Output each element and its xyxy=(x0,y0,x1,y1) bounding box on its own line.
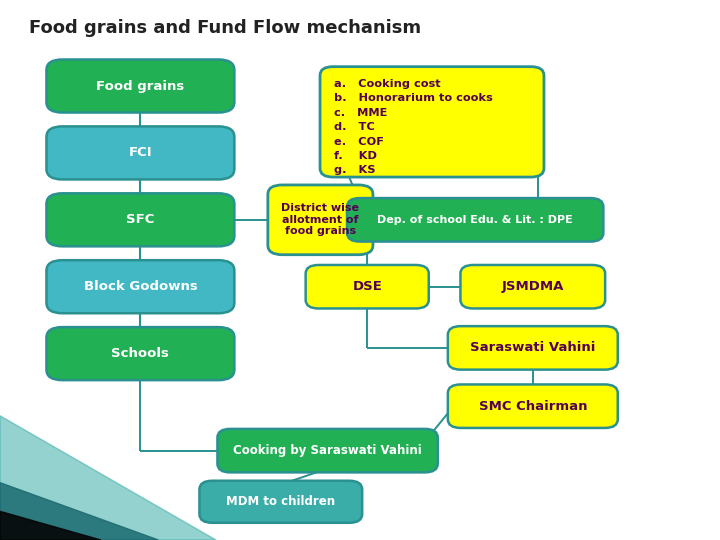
Text: District wise
allotment of
food grains: District wise allotment of food grains xyxy=(282,203,359,237)
FancyBboxPatch shape xyxy=(320,66,544,177)
Polygon shape xyxy=(0,511,101,540)
FancyBboxPatch shape xyxy=(46,327,235,380)
Polygon shape xyxy=(0,416,216,540)
Text: Dep. of school Edu. & Lit. : DPE: Dep. of school Edu. & Lit. : DPE xyxy=(377,215,573,225)
Text: Schools: Schools xyxy=(112,347,169,360)
Text: JSMDMA: JSMDMA xyxy=(502,280,564,293)
FancyBboxPatch shape xyxy=(46,126,235,179)
Text: Food grains: Food grains xyxy=(96,79,184,92)
FancyBboxPatch shape xyxy=(268,185,373,255)
FancyBboxPatch shape xyxy=(46,193,235,246)
Text: DSE: DSE xyxy=(352,280,382,293)
Text: Block Godowns: Block Godowns xyxy=(84,280,197,293)
Text: MDM to children: MDM to children xyxy=(226,495,336,508)
FancyBboxPatch shape xyxy=(199,481,362,523)
Text: Cooking by Saraswati Vahini: Cooking by Saraswati Vahini xyxy=(233,444,422,457)
FancyBboxPatch shape xyxy=(217,429,438,472)
Text: SFC: SFC xyxy=(126,213,155,226)
Text: FCI: FCI xyxy=(129,146,152,159)
Text: SMC Chairman: SMC Chairman xyxy=(479,400,587,413)
Polygon shape xyxy=(0,483,158,540)
Text: Food grains and Fund Flow mechanism: Food grains and Fund Flow mechanism xyxy=(29,19,421,37)
FancyBboxPatch shape xyxy=(347,198,603,241)
FancyBboxPatch shape xyxy=(46,59,235,112)
FancyBboxPatch shape xyxy=(305,265,428,308)
Text: Saraswati Vahini: Saraswati Vahini xyxy=(470,341,595,354)
FancyBboxPatch shape xyxy=(461,265,605,308)
Text: a.   Cooking cost
b.   Honorarium to cooks
c.   MME
d.   TC
e.   COF
f.    KD
g.: a. Cooking cost b. Honorarium to cooks c… xyxy=(334,79,493,176)
FancyBboxPatch shape xyxy=(448,326,618,370)
FancyBboxPatch shape xyxy=(46,260,235,313)
FancyBboxPatch shape xyxy=(448,384,618,428)
